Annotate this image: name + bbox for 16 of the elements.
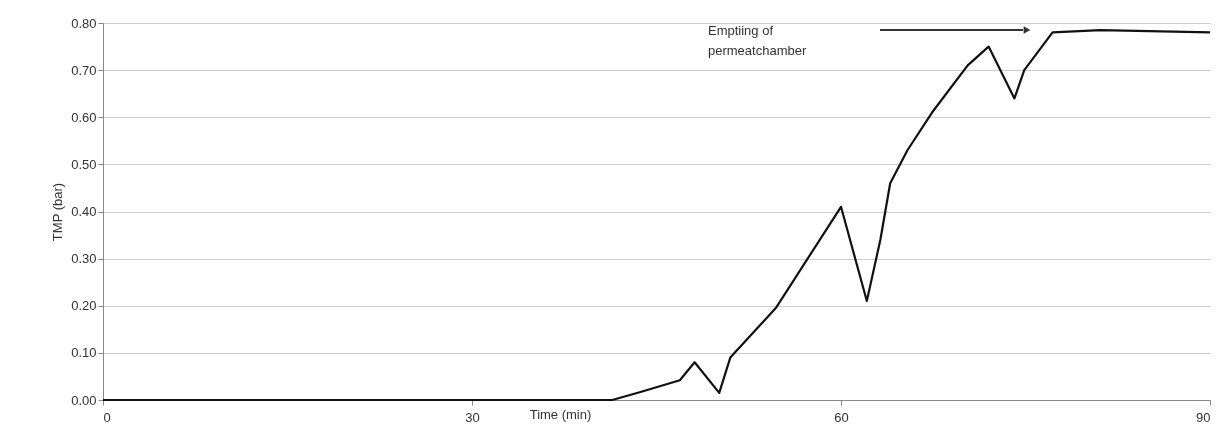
x-tick-label: 90 (1196, 409, 1211, 425)
y-tick-label: 0.00 (71, 392, 97, 408)
y-tick-label: 0.50 (71, 156, 97, 172)
y-tick-label: 0.30 (71, 251, 97, 267)
y-tick-label: 0.60 (71, 109, 97, 125)
y-tick-label: 0.80 (71, 15, 97, 31)
y-axis-title: TMP (bar) (50, 182, 66, 242)
y-tick-label: 0.10 (71, 345, 97, 361)
x-tick-label: 60 (834, 409, 849, 425)
x-tick-label: 30 (465, 409, 480, 425)
x-axis-title: Time (min) (529, 406, 592, 422)
y-tick-label: 0.40 (71, 204, 97, 219)
annotation: Emptiing of permeatchamber (708, 23, 807, 58)
y-tick-label: 0.70 (71, 62, 97, 78)
x-tick-label: 0 (103, 409, 111, 425)
y-tick-label: 0.20 (71, 298, 97, 314)
